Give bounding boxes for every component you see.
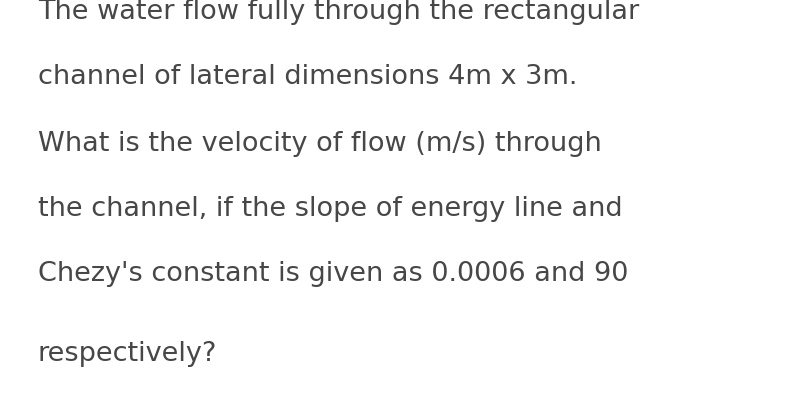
Text: What is the velocity of flow (m/s) through: What is the velocity of flow (m/s) throu…	[38, 131, 602, 157]
Text: channel of lateral dimensions 4m x 3m.: channel of lateral dimensions 4m x 3m.	[38, 64, 578, 90]
Text: The water flow fully through the rectangular: The water flow fully through the rectang…	[38, 0, 639, 25]
Text: Chezy's constant is given as 0.0006 and 90: Chezy's constant is given as 0.0006 and …	[38, 261, 628, 287]
Text: respectively?: respectively?	[38, 341, 218, 367]
Text: the channel, if the slope of energy line and: the channel, if the slope of energy line…	[38, 196, 622, 222]
